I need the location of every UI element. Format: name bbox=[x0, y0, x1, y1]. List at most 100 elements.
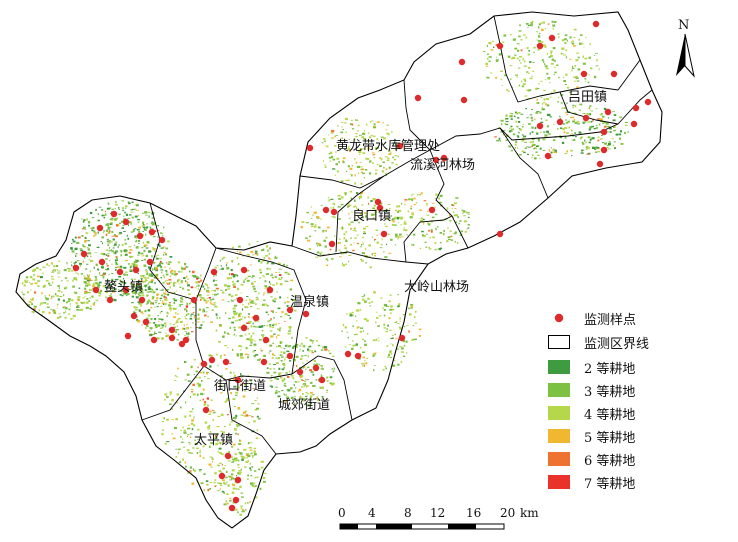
cropland-patch bbox=[95, 276, 97, 279]
cropland-patch bbox=[371, 236, 374, 238]
cropland-patch bbox=[385, 367, 387, 370]
cropland-patch bbox=[98, 291, 101, 294]
sample-point bbox=[604, 108, 612, 116]
cropland-patch bbox=[200, 392, 203, 396]
cropland-patch bbox=[151, 298, 154, 300]
cropland-patch bbox=[176, 320, 179, 322]
cropland-patch bbox=[272, 310, 274, 314]
cropland-patch bbox=[244, 509, 247, 511]
cropland-patch bbox=[216, 426, 220, 428]
cropland-patch bbox=[111, 273, 114, 275]
cropland-patch bbox=[232, 275, 236, 278]
cropland-patch bbox=[256, 397, 259, 399]
cropland-patch bbox=[110, 293, 112, 295]
cropland-patch bbox=[311, 394, 315, 396]
cropland-patch bbox=[207, 300, 209, 302]
sample-point bbox=[234, 376, 242, 384]
cropland-patch bbox=[332, 206, 335, 209]
cropland-patch bbox=[316, 216, 320, 219]
cropland-patch bbox=[247, 375, 250, 377]
cropland-patch bbox=[359, 161, 362, 163]
cropland-patch bbox=[553, 21, 557, 23]
cropland-patch bbox=[189, 270, 191, 273]
cropland-patch bbox=[546, 125, 549, 128]
cropland-patch bbox=[221, 463, 223, 466]
cropland-patch bbox=[191, 452, 193, 454]
cropland-patch bbox=[31, 298, 34, 301]
cropland-patch bbox=[518, 30, 522, 32]
cropland-patch bbox=[41, 292, 43, 295]
cropland-patch bbox=[365, 225, 369, 228]
region-label-jiekou: 街口街道 bbox=[214, 379, 267, 394]
cropland-patch bbox=[443, 233, 445, 236]
cropland-patch bbox=[558, 76, 560, 79]
cropland-patch bbox=[340, 196, 344, 199]
cropland-patch bbox=[330, 132, 334, 134]
cropland-patch bbox=[589, 126, 592, 129]
cropland-patch bbox=[56, 295, 59, 297]
cropland-patch bbox=[102, 268, 104, 270]
cropland-patch bbox=[320, 375, 323, 378]
cropland-patch bbox=[397, 294, 400, 296]
cropland-patch bbox=[412, 193, 414, 195]
cropland-patch bbox=[81, 235, 84, 237]
cropland-patch bbox=[387, 324, 389, 327]
cropland-patch bbox=[42, 286, 45, 288]
cropland-patch bbox=[202, 310, 204, 313]
cropland-patch bbox=[105, 233, 108, 236]
cropland-patch bbox=[164, 298, 168, 301]
cropland-patch bbox=[353, 138, 356, 141]
cropland-patch bbox=[183, 277, 186, 279]
cropland-patch bbox=[94, 252, 97, 253]
cropland-patch bbox=[400, 224, 402, 226]
cropland-patch bbox=[237, 433, 239, 436]
cropland-patch bbox=[142, 234, 144, 237]
cropland-patch bbox=[557, 101, 559, 103]
cropland-patch bbox=[114, 252, 117, 255]
cropland-patch bbox=[594, 75, 597, 79]
cropland-patch bbox=[361, 259, 364, 262]
cropland-patch bbox=[80, 273, 83, 275]
cropland-patch bbox=[303, 399, 305, 402]
cropland-patch bbox=[54, 269, 56, 272]
cropland-patch bbox=[564, 153, 568, 155]
cropland-patch bbox=[229, 362, 232, 364]
cropland-patch bbox=[543, 98, 546, 101]
cropland-patch bbox=[327, 350, 330, 352]
cropland-patch bbox=[87, 275, 90, 278]
cropland-patch bbox=[56, 303, 59, 305]
cropland-patch bbox=[539, 111, 542, 114]
cropland-patch bbox=[248, 333, 250, 335]
cropland-patch bbox=[149, 234, 152, 236]
cropland-patch bbox=[315, 256, 318, 258]
cropland-patch bbox=[320, 204, 323, 206]
cropland-patch bbox=[322, 230, 325, 232]
cropland-patch bbox=[362, 152, 366, 154]
cropland-patch bbox=[486, 44, 488, 47]
cropland-patch bbox=[199, 399, 202, 402]
cropland-patch bbox=[231, 469, 235, 472]
cropland-patch bbox=[151, 217, 155, 219]
cropland-patch bbox=[274, 257, 278, 259]
cropland-patch bbox=[426, 233, 428, 235]
cropland-patch bbox=[403, 229, 406, 231]
cropland-patch bbox=[394, 216, 397, 219]
cropland-patch bbox=[265, 311, 268, 314]
cropland-patch bbox=[525, 47, 527, 49]
cropland-patch bbox=[613, 127, 615, 128]
sample-point bbox=[600, 128, 608, 136]
cropland-patch bbox=[236, 487, 238, 490]
cropland-patch bbox=[543, 101, 546, 104]
cropland-patch bbox=[564, 42, 567, 44]
cropland-patch bbox=[517, 117, 520, 119]
cropland-patch bbox=[591, 110, 593, 112]
cropland-patch bbox=[386, 243, 388, 245]
cropland-patch bbox=[277, 328, 280, 331]
cropland-patch bbox=[332, 202, 335, 205]
cropland-patch bbox=[168, 278, 172, 281]
cropland-patch bbox=[39, 268, 42, 271]
cropland-patch bbox=[30, 302, 32, 304]
cropland-patch bbox=[264, 287, 267, 289]
cropland-patch bbox=[154, 250, 157, 252]
cropland-patch bbox=[539, 131, 542, 133]
